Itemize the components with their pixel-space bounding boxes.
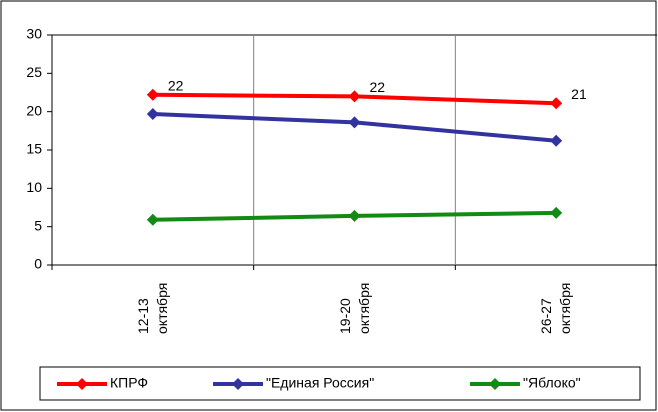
marker [146, 107, 159, 120]
legend-marker [232, 378, 244, 390]
marker [146, 88, 159, 101]
y-tick-label: 5 [34, 217, 42, 233]
marker [550, 134, 563, 147]
x-tick-label: 12-13 октября [134, 282, 170, 334]
marker [146, 213, 159, 226]
data-label: 22 [370, 79, 386, 95]
marker [348, 90, 361, 103]
legend-box [39, 366, 641, 401]
y-tick-label: 30 [26, 26, 42, 42]
marker [550, 206, 563, 219]
legend-label: "Яблоко" [523, 375, 581, 391]
y-tick-label: 20 [26, 102, 42, 118]
x-tick-label: 26-27 октября [538, 282, 574, 334]
legend-marker [489, 378, 501, 390]
legend-label: "Единая Россия" [266, 375, 374, 391]
marker [348, 116, 361, 129]
x-tick-label: 19-20 октября [336, 282, 372, 334]
legend-label: КПРФ [110, 375, 148, 391]
marker [550, 97, 563, 110]
data-label: 21 [571, 86, 587, 102]
y-tick-label: 15 [26, 141, 42, 157]
y-tick-label: 10 [26, 179, 42, 195]
y-tick-label: 0 [34, 256, 42, 272]
legend-marker [76, 378, 88, 390]
y-tick-label: 25 [26, 64, 42, 80]
marker [348, 209, 361, 222]
data-label: 22 [168, 78, 184, 94]
